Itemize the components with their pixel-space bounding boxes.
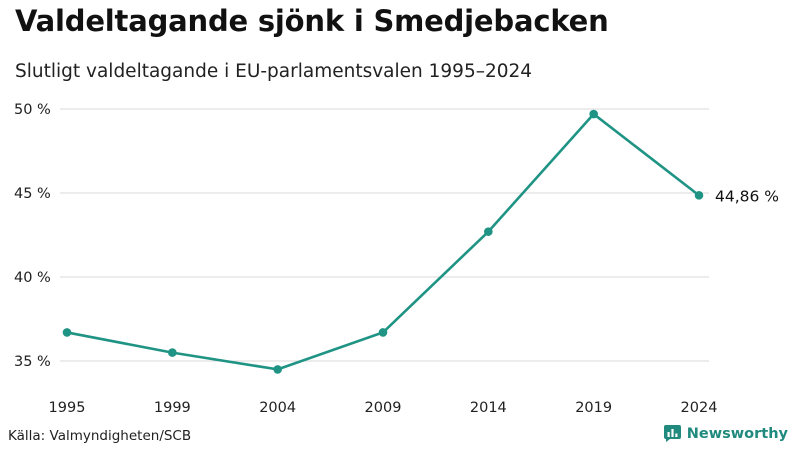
data-point bbox=[589, 109, 598, 119]
x-tick-label: 2009 bbox=[365, 400, 402, 416]
data-point bbox=[273, 365, 282, 374]
x-tick-label: 2024 bbox=[681, 400, 718, 416]
grid-lines bbox=[60, 108, 709, 362]
y-axis-tick-labels: 35 % 40 % 45 % 50 % bbox=[14, 102, 51, 370]
x-axis-tick-labels: 1995 1999 2004 2009 2014 2019 2024 bbox=[49, 400, 718, 416]
data-point bbox=[378, 328, 388, 337]
y-tick-label: 45 % bbox=[14, 186, 51, 202]
x-tick-label: 2014 bbox=[470, 400, 507, 416]
data-point bbox=[484, 227, 493, 236]
y-tick-label: 50 % bbox=[14, 102, 51, 118]
x-tick-label: 1995 bbox=[49, 400, 86, 416]
chart-subtitle: Slutligt valdeltagande i EU-parlamentsva… bbox=[15, 61, 533, 82]
y-tick-label: 40 % bbox=[14, 270, 51, 286]
brand-name: Newsworthy bbox=[686, 425, 788, 442]
x-tick-label: 2019 bbox=[575, 400, 612, 416]
data-point bbox=[694, 191, 704, 200]
data-point bbox=[168, 348, 177, 357]
x-tick-label: 1999 bbox=[154, 400, 191, 416]
chart-title: Valdeltagande sjönk i Smedjebacken bbox=[15, 4, 609, 38]
source-note: Källa: Valmyndigheten/SCB bbox=[8, 428, 192, 444]
data-point bbox=[62, 328, 72, 337]
data-labels: 44,86 % bbox=[715, 187, 779, 205]
end-value-label: 44,86 % bbox=[715, 187, 779, 205]
y-tick-label: 35 % bbox=[14, 354, 51, 370]
series-valdeltagande bbox=[62, 109, 704, 374]
brand: Newsworthy bbox=[663, 425, 788, 442]
newsworthy-logo-icon bbox=[663, 425, 681, 442]
x-tick-label: 2004 bbox=[259, 400, 296, 416]
